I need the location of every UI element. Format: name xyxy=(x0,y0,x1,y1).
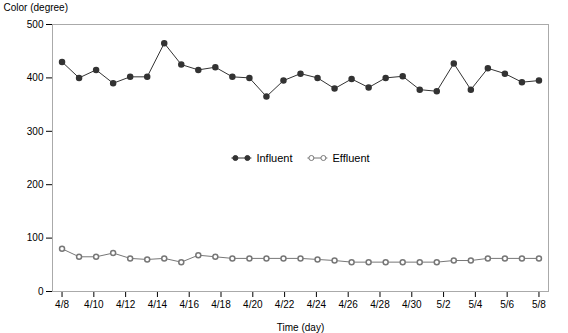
svg-text:4/10: 4/10 xyxy=(84,299,104,310)
svg-text:4/26: 4/26 xyxy=(338,299,358,310)
svg-text:5/8: 5/8 xyxy=(532,299,546,310)
svg-text:4/8: 4/8 xyxy=(55,299,69,310)
svg-text:200: 200 xyxy=(27,179,44,190)
svg-text:4/12: 4/12 xyxy=(116,299,136,310)
html-text:Influent: Influent xyxy=(256,151,293,164)
svg-text:4/28: 4/28 xyxy=(370,299,390,310)
svg-text:4/22: 4/22 xyxy=(275,299,295,310)
svg-text:5/4: 5/4 xyxy=(468,299,482,310)
svg-text:400: 400 xyxy=(27,72,44,83)
svg-text:5/6: 5/6 xyxy=(500,299,514,310)
svg-text:100: 100 xyxy=(27,232,44,243)
svg-text:4/16: 4/16 xyxy=(179,299,199,310)
html-text:Effluent: Effluent xyxy=(332,151,370,164)
svg-text:Color (degree): Color (degree) xyxy=(4,2,68,13)
svg-text:4/20: 4/20 xyxy=(243,299,263,310)
svg-text:4/30: 4/30 xyxy=(402,299,422,310)
svg-text:0: 0 xyxy=(38,286,44,297)
svg-text:500: 500 xyxy=(27,19,44,30)
svg-text:5/2: 5/2 xyxy=(437,299,451,310)
svg-text:4/18: 4/18 xyxy=(211,299,231,310)
svg-text:Time (day): Time (day) xyxy=(277,322,324,333)
svg-text:4/14: 4/14 xyxy=(148,299,168,310)
svg-text:4/24: 4/24 xyxy=(307,299,327,310)
svg-text:300: 300 xyxy=(27,126,44,137)
